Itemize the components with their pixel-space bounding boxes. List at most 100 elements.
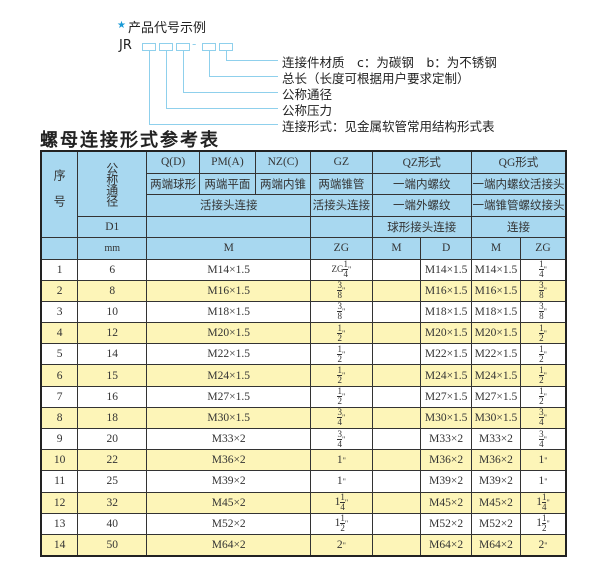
cell-qz-m <box>371 322 422 345</box>
cell-qz-m <box>371 449 422 472</box>
header-union: 活接头连接 <box>146 194 312 217</box>
cell-d1: 12 <box>77 322 148 345</box>
numerator: 1 <box>541 513 547 525</box>
cell-m: M33×2 <box>146 427 312 451</box>
cell-qg-zg: 1 1 4 " <box>519 491 567 514</box>
cell-qg-zg: 3 8 " <box>519 279 567 302</box>
denominator: 2 <box>337 332 342 343</box>
numerator: 1 <box>340 513 345 525</box>
header-gz: GZ <box>310 150 373 174</box>
cell-zg: 1" <box>310 470 373 493</box>
cell-qz-d: M27×1.5 <box>420 385 472 408</box>
header-seq: 序号 <box>40 150 79 238</box>
header-empty <box>40 237 79 260</box>
cell-qz-m <box>371 385 422 408</box>
cell-zg: 1 2 " <box>310 343 373 366</box>
header-nominal: 公称通径 <box>77 150 148 217</box>
numerator: 3 <box>337 407 342 419</box>
cell-d1: 40 <box>77 512 148 535</box>
denominator: 2 <box>539 332 544 343</box>
cell-d1: 20 <box>77 427 148 451</box>
cell-no: 14 <box>40 533 79 557</box>
numerator: 3 <box>337 280 342 292</box>
label-pressure: 公称压力 <box>282 103 333 118</box>
cell-zg: 1 1 2 " <box>310 512 373 535</box>
cell-zg: 1" <box>310 449 373 472</box>
cell-qg-m: M30×1.5 <box>470 406 521 430</box>
numerator: 1 <box>337 322 342 334</box>
cell-m: M52×2 <box>146 512 312 535</box>
cell-no: 13 <box>40 512 79 535</box>
cell-qg-m: M36×2 <box>470 449 521 472</box>
cell-no: 7 <box>40 385 79 408</box>
cell-qg-zg: 1 4 " <box>519 258 567 281</box>
numerator: 1 <box>539 343 544 355</box>
header-qz: QZ形式 <box>371 150 472 174</box>
cell-qg-zg: 1 1 2 " <box>519 512 567 535</box>
table-row: 12 32 M45×2 1 1 4 " M45×2 M45×2 1 1 4 " <box>40 491 567 514</box>
cell-qz-d: M33×2 <box>420 427 472 451</box>
cell-qg-m: M18×1.5 <box>470 300 521 324</box>
zg-prefix: ZG <box>331 264 344 275</box>
cell-qz-d: M30×1.5 <box>420 406 472 430</box>
whole-number: 1 <box>538 454 545 467</box>
cell-d1: 22 <box>77 449 148 472</box>
cell-qz-d: M14×1.5 <box>420 258 472 281</box>
cell-qz-d: M20×1.5 <box>420 322 472 345</box>
cell-qg-zg: 1 2 " <box>519 322 567 345</box>
cell-qg-zg: 2" <box>519 533 567 557</box>
whole-number: 1 <box>536 496 542 509</box>
cell-m: M14×1.5 <box>146 258 312 281</box>
numerator: 1 <box>340 492 345 504</box>
cell-qg-m: M64×2 <box>470 533 521 557</box>
cell-qz-m <box>371 279 422 302</box>
numerator: 1 <box>337 365 342 377</box>
whole-number: 1 <box>336 454 343 467</box>
header-qg-desc1: 一端内螺纹活接头 <box>470 172 567 195</box>
numerator: 1 <box>539 259 544 271</box>
cell-m: M39×2 <box>146 470 312 493</box>
cell-no: 12 <box>40 491 79 514</box>
cell-d1: 50 <box>77 533 148 557</box>
numerator: 3 <box>539 428 544 440</box>
cell-qg-m: M20×1.5 <box>470 322 521 345</box>
denominator: 4 <box>337 438 342 449</box>
code-box-material <box>219 43 233 51</box>
cell-qz-m <box>371 470 422 493</box>
denominator: 4 <box>539 269 544 280</box>
cell-d1: 16 <box>77 385 148 408</box>
denominator: 4 <box>539 417 544 428</box>
cell-d1: 25 <box>77 470 148 493</box>
code-example-title: 产品代号示例 <box>128 21 207 36</box>
denominator: 4 <box>337 417 342 428</box>
header-qg-m: M <box>470 237 521 260</box>
denominator: 2 <box>340 523 345 534</box>
cell-qz-m <box>371 364 422 387</box>
cell-qz-m <box>371 258 422 281</box>
cell-qg-m: M22×1.5 <box>470 343 521 366</box>
table-row: 10 22 M36×2 1" M36×2 M36×2 1" <box>40 449 567 472</box>
header-gz-union: 活接头连接 <box>310 194 373 217</box>
header-zg: ZG <box>310 237 373 260</box>
cell-no: 6 <box>40 364 79 387</box>
table-row: 8 18 M30×1.5 3 4 " M30×1.5 M30×1.5 3 4 " <box>40 406 567 430</box>
header-qz-desc2: 一端外螺纹 <box>371 194 472 217</box>
header-m: M <box>146 237 312 260</box>
cell-m: M20×1.5 <box>146 322 312 345</box>
table-row: 6 15 M24×1.5 1 2 " M24×1.5 M24×1.5 1 2 " <box>40 364 567 387</box>
cell-zg: 1 2 " <box>310 364 373 387</box>
cell-qg-zg: 1 2 " <box>519 343 567 366</box>
code-box-diameter <box>176 43 190 51</box>
cell-qg-zg: 1" <box>519 449 567 472</box>
header-empty <box>310 215 373 238</box>
cell-d1: 8 <box>77 279 148 302</box>
